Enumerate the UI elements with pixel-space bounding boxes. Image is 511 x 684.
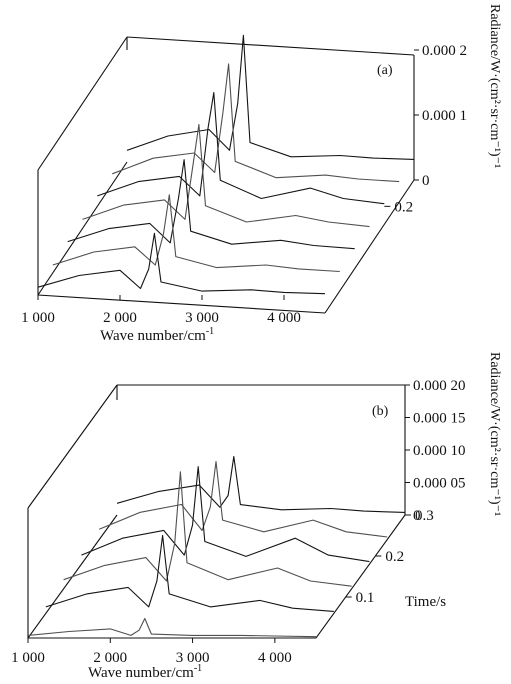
z-tick-label: 0.000 20 <box>413 378 466 394</box>
z-tick-label: 0.000 1 <box>422 108 467 124</box>
panel-a-traces <box>37 34 415 295</box>
x-tick-label: 3 000 <box>176 650 210 666</box>
panel-a-x-ticks: 1 000 2 000 3 000 4 000 <box>21 295 301 326</box>
spectrum-trace <box>27 617 317 638</box>
panel-a-x-axis-label: Wave number/cm-1 <box>100 326 214 344</box>
panel-b-z-ticks: 0 0.000 05 0.000 10 0.000 15 0.000 20 <box>405 378 466 524</box>
panel-b-x-ticks: 1 000 2 000 3 000 4 000 <box>11 638 292 666</box>
spectrum-trace <box>37 232 326 295</box>
panel-b-frame <box>27 384 406 639</box>
x-tick-label: 3 000 <box>185 310 219 326</box>
depth-tick-label: 0.2 <box>385 549 404 565</box>
spectrum-trace <box>63 471 352 587</box>
panel-a-label: (a) <box>377 63 393 78</box>
panel-a-z-ticks: 0 0.000 1 0.000 2 <box>414 43 467 189</box>
panel-b-z-axis-label: Radiance/W·(cm²·sr·cm⁻¹)⁻¹ <box>487 352 502 516</box>
spectrum-trace <box>81 466 370 563</box>
z-tick-label: 0 <box>422 173 430 189</box>
z-tick-label: 0.000 05 <box>413 476 466 492</box>
panel-b-x-axis-label: Wave number/cm-1 <box>88 663 202 681</box>
spectrum-trace <box>52 194 340 273</box>
panel-a-z-axis-label: Radiance/W·(cm²·sr·cm⁻¹)⁻¹ <box>487 4 502 168</box>
depth-tick-label: 0.3 <box>415 508 434 524</box>
spectrum-trace <box>126 34 415 160</box>
x-tick-label: 4 000 <box>267 310 301 326</box>
x-tick-label: 1 000 <box>11 650 45 666</box>
depth-tick-label: 0.1 <box>356 590 375 606</box>
panel-b-depth-ticks: 0.1 0.2 0.3 <box>345 508 434 606</box>
panel-a: 1 000 2 000 3 000 4 000 0 0.000 1 0.000 2 0.2… <box>21 4 502 344</box>
panel-b-depth-axis-label: Time/s <box>405 594 446 610</box>
spectrum-trace <box>112 63 400 183</box>
z-tick-label: 0.000 2 <box>422 43 467 59</box>
spectrum-trace <box>45 534 334 612</box>
panel-a-depth-ticks: 0.2 <box>384 199 413 215</box>
x-tick-label: 2 000 <box>93 650 127 666</box>
z-tick-label: 0.000 15 <box>413 411 466 427</box>
depth-tick-label: 0.2 <box>394 199 413 215</box>
spectrum-trace <box>67 159 355 250</box>
panel-b: 1 000 2 000 3 000 4 000 0 0.000 05 0.000 10 0.… <box>11 352 502 681</box>
z-tick-label: 0 <box>413 508 421 524</box>
panel-b-traces <box>27 455 406 638</box>
panel-b-label: (b) <box>372 404 389 419</box>
spectrum-trace <box>82 123 370 228</box>
x-tick-label: 2 000 <box>103 310 137 326</box>
panel-a-frame <box>37 36 415 314</box>
x-tick-label: 4 000 <box>258 650 292 666</box>
x-tick-label: 1 000 <box>21 310 55 326</box>
spectrum-trace <box>97 92 385 205</box>
spectrum-trace <box>116 455 406 513</box>
z-tick-label: 0.000 10 <box>413 443 466 459</box>
spectrum-trace <box>98 461 388 538</box>
